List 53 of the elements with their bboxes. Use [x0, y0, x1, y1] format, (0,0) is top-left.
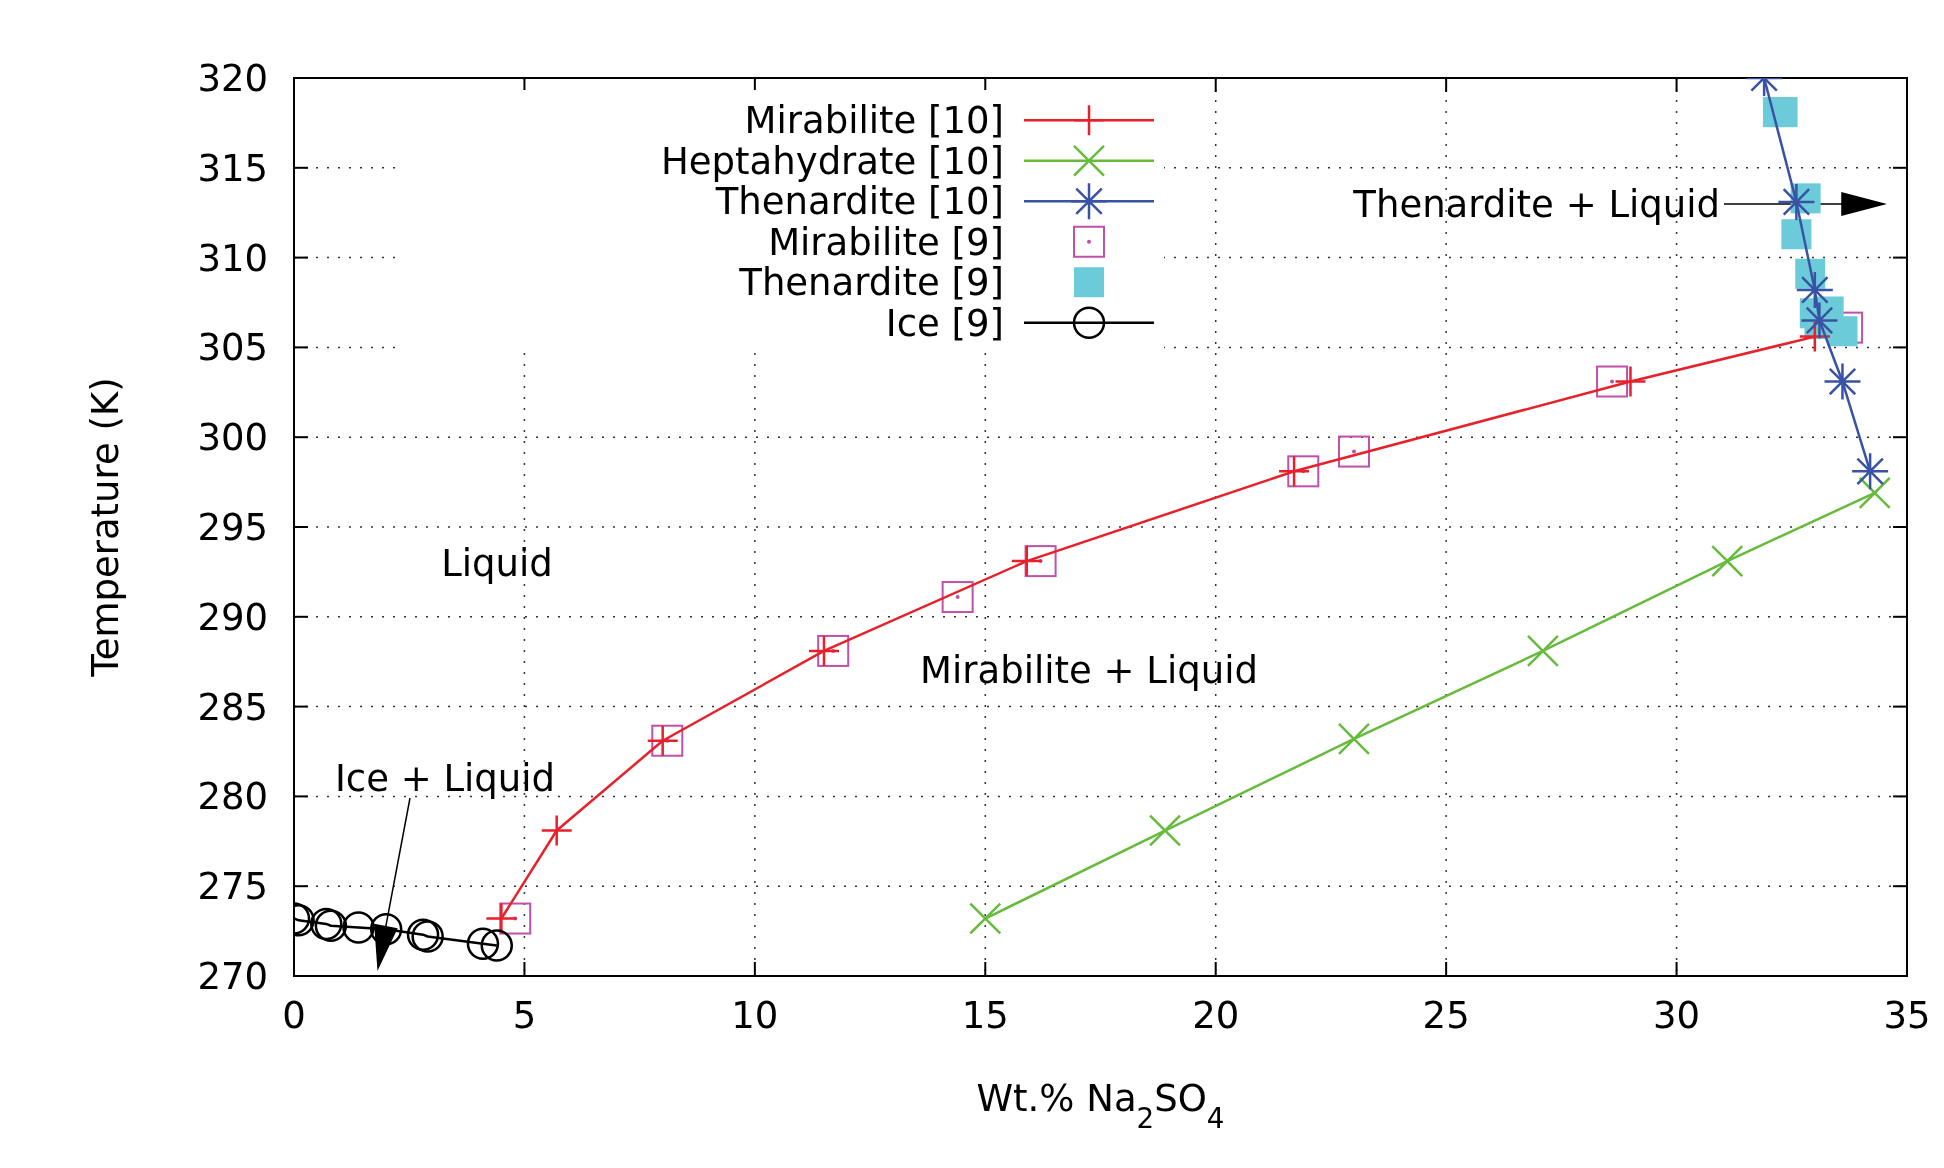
point	[1778, 183, 1815, 220]
annotation: Ice + Liquid	[334, 756, 556, 800]
x-tick-label: 35	[1883, 994, 1931, 1037]
point	[1287, 455, 1320, 488]
x-tick-label: 20	[1192, 994, 1240, 1037]
point	[1337, 435, 1370, 468]
y-tick-label: 310	[197, 236, 268, 280]
point	[1279, 456, 1310, 487]
point	[499, 902, 532, 935]
point	[1149, 814, 1181, 847]
point	[1824, 363, 1861, 400]
x-tick-label: 30	[1653, 994, 1701, 1037]
y-tick-label: 305	[197, 326, 268, 370]
y-tick-label: 270	[197, 954, 268, 998]
y-tick-label: 315	[197, 146, 268, 190]
point	[941, 581, 974, 614]
y-tick-label: 290	[197, 595, 268, 639]
annotation: Thenardite + Liquid	[1352, 182, 1720, 226]
x-tick-label: 25	[1422, 994, 1470, 1037]
point	[1796, 271, 1833, 308]
point	[1781, 219, 1812, 250]
annotation: Mirabilite + Liquid	[920, 648, 1258, 692]
y-axis-title: Temperature (K)	[84, 377, 127, 678]
point	[1596, 365, 1629, 398]
y-tick-label: 285	[197, 685, 268, 729]
point	[651, 724, 684, 757]
x-axis-title: Wt.% Na$_{2}$SO$_{4}$	[976, 1077, 1225, 1135]
point	[1024, 545, 1057, 578]
point	[466, 927, 500, 960]
x-tick-label: 10	[731, 994, 779, 1037]
y-tick-label: 295	[197, 505, 268, 549]
point	[541, 815, 572, 846]
x-tick-label: 0	[282, 994, 306, 1037]
point	[1852, 453, 1889, 490]
point	[817, 634, 850, 667]
y-tick-label: 320	[197, 56, 268, 100]
point	[369, 913, 403, 946]
y-tick-label: 280	[197, 775, 268, 819]
point	[1615, 366, 1646, 397]
point	[1858, 477, 1891, 509]
point	[1711, 545, 1744, 577]
point	[486, 903, 517, 934]
point	[342, 911, 375, 944]
legend-label: Mirabilite [9]	[768, 220, 1004, 264]
x-tick-label: 15	[961, 994, 1009, 1037]
point	[647, 725, 678, 756]
point	[1801, 302, 1838, 339]
point	[969, 902, 1002, 935]
y-tick-label: 300	[197, 416, 268, 460]
y-tick-label: 275	[197, 865, 268, 909]
annotation: Liquid	[441, 541, 553, 585]
x-tick-label: 5	[512, 994, 537, 1037]
point	[480, 929, 514, 962]
